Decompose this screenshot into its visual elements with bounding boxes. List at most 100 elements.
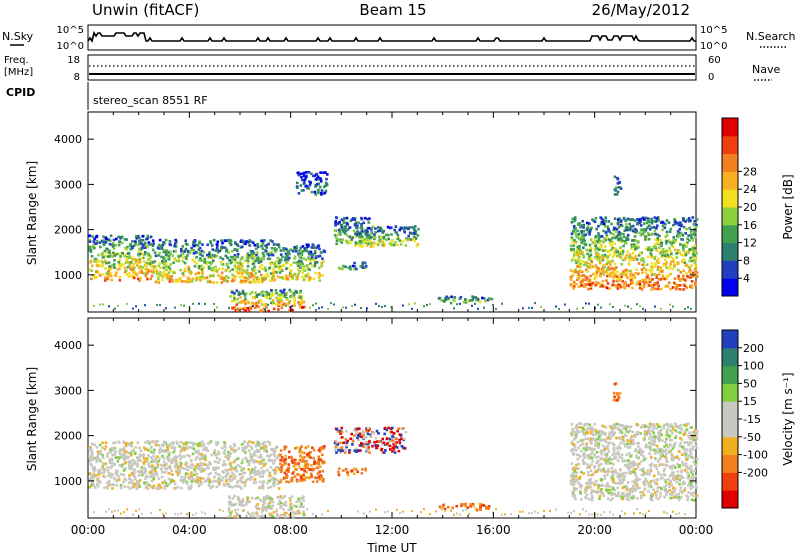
velocity-cell — [121, 455, 124, 458]
power-cell — [139, 247, 143, 250]
velocity-cell — [147, 483, 151, 487]
velocity-cell — [335, 440, 338, 444]
power-cell — [633, 276, 637, 279]
power-cell — [646, 248, 650, 251]
velocity-cell — [388, 444, 392, 448]
power-cell — [312, 264, 316, 268]
velocity-cell — [201, 440, 204, 443]
power-cell — [576, 265, 579, 268]
power-cell — [399, 226, 403, 229]
velocity-cell — [180, 475, 184, 479]
power-cell — [300, 298, 303, 301]
power-cell — [597, 303, 599, 306]
power-cell — [288, 271, 292, 275]
power-cell — [609, 263, 612, 267]
velocity-cell — [174, 486, 178, 490]
power-cell — [690, 233, 693, 237]
velocity-cell — [312, 448, 316, 452]
power-cell — [591, 241, 595, 244]
velocity-cell — [375, 429, 379, 433]
velocity-cell — [186, 453, 189, 457]
power-cell — [296, 186, 299, 189]
power-cell — [651, 262, 654, 265]
velocity-cell — [159, 449, 163, 453]
velocity-cell — [97, 477, 100, 480]
power-cell — [286, 298, 289, 301]
power-cell — [534, 302, 536, 305]
power-cell — [648, 278, 652, 282]
velocity-cell — [274, 468, 277, 472]
power-cell — [125, 259, 128, 263]
velocity-cell — [342, 469, 345, 472]
velocity-cell — [317, 460, 321, 464]
velocity-cell — [167, 477, 171, 481]
power-cell — [677, 277, 680, 281]
power-cell — [299, 256, 303, 260]
velocity-cell — [333, 448, 337, 452]
velocity-cell — [313, 476, 317, 479]
power-cell — [619, 240, 622, 244]
power-cell — [184, 239, 187, 242]
power-cell — [246, 273, 250, 276]
power-cell — [474, 302, 476, 305]
velocity-cell — [279, 480, 282, 484]
velocity-cell — [141, 454, 145, 458]
cpid-value: stereo_scan 8551 RF — [93, 94, 208, 107]
power-cell — [206, 243, 209, 247]
power-cell — [377, 229, 380, 233]
velocity-cell — [300, 505, 303, 509]
power-cell — [603, 263, 606, 267]
power-cell — [683, 261, 687, 265]
velocity-cell — [694, 436, 697, 439]
power-cell — [694, 283, 697, 287]
velocity-cell — [199, 462, 203, 465]
velocity-cell — [132, 468, 135, 471]
power-cell — [593, 220, 597, 224]
velocity-cell — [335, 428, 339, 431]
power-cell — [664, 263, 668, 266]
power-cell — [121, 251, 124, 255]
velocity-cell — [92, 469, 96, 472]
power-cell — [588, 222, 591, 225]
power-cell — [684, 232, 687, 235]
velocity-cell — [399, 437, 403, 441]
power-cell — [605, 286, 609, 290]
power-cell — [151, 264, 154, 268]
velocity-cell — [654, 491, 657, 494]
power-cell — [248, 239, 251, 242]
velocity-cell — [152, 474, 155, 478]
velocity-cell — [170, 469, 174, 473]
power-cell — [142, 256, 145, 260]
velocity-cell — [302, 458, 305, 461]
power-cell — [577, 249, 581, 252]
velocity-cell — [688, 478, 692, 482]
power-cell — [682, 288, 685, 291]
power-cell — [342, 219, 345, 223]
power-cell — [396, 235, 400, 238]
power-cell — [233, 253, 237, 257]
velocity-cell — [110, 457, 114, 461]
velocity-cell — [653, 424, 656, 428]
power-cell — [650, 268, 654, 271]
power-cell — [280, 306, 284, 310]
power-cell — [621, 249, 625, 252]
power-cell — [223, 279, 227, 282]
power-cell — [375, 302, 377, 305]
velocity-cell — [136, 459, 140, 463]
velocity-cell — [574, 467, 578, 470]
power-cell — [318, 185, 322, 189]
power-cell — [665, 219, 669, 222]
velocity-cell — [273, 478, 277, 481]
velocity-cell — [99, 459, 102, 463]
power-cell — [198, 246, 202, 250]
velocity-cell — [649, 448, 652, 452]
velocity-cell — [155, 487, 158, 490]
velocity-cell — [364, 468, 367, 472]
velocity-cell — [311, 480, 315, 484]
power-cell — [229, 243, 233, 247]
power-cell — [686, 241, 689, 244]
velocity-cell — [209, 485, 213, 489]
power-cell — [311, 253, 314, 256]
power-cell — [252, 305, 254, 308]
power-cell — [108, 249, 111, 253]
